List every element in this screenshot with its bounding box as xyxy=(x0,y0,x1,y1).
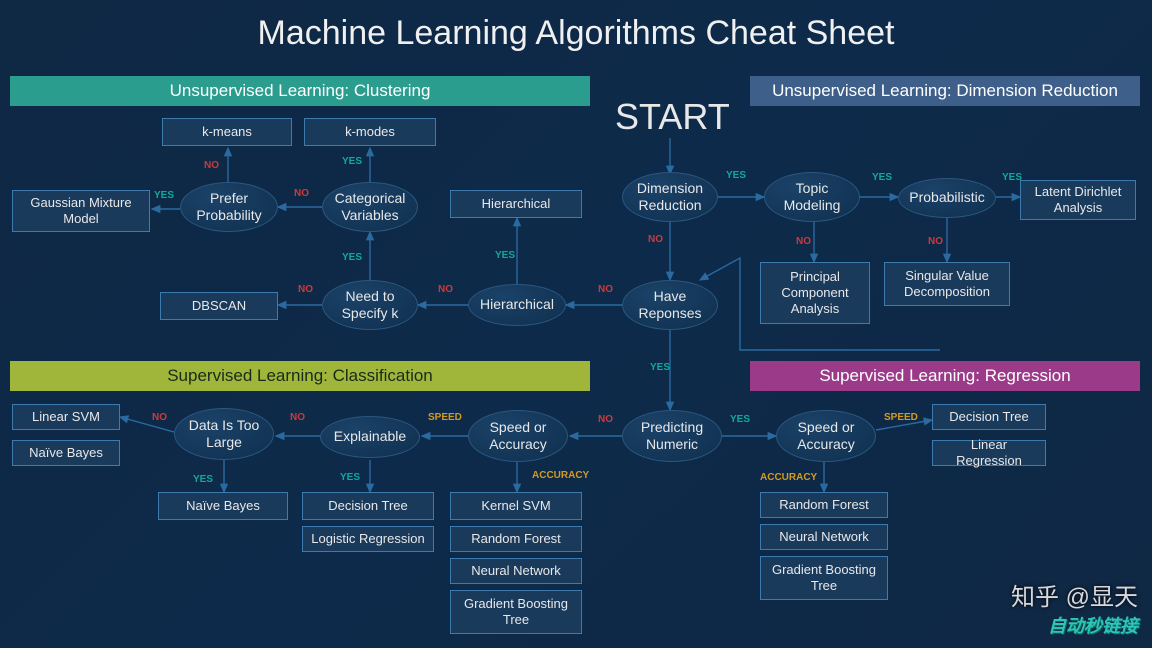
label-yes: YES xyxy=(726,170,746,181)
box-decision-tree-r: Decision Tree xyxy=(932,404,1046,430)
label-yes: YES xyxy=(342,156,362,167)
label-speed: SPEED xyxy=(884,412,918,423)
label-no: NO xyxy=(438,284,453,295)
watermark-secondary: 自动秒链接 xyxy=(1048,612,1138,638)
label-yes: YES xyxy=(872,172,892,183)
label-yes: YES xyxy=(340,472,360,483)
header-classification: Supervised Learning: Classification xyxy=(10,361,590,391)
box-lda: Latent Dirichlet Analysis xyxy=(1020,180,1136,220)
label-no: NO xyxy=(294,188,309,199)
label-accuracy: ACCURACY xyxy=(532,470,589,481)
box-dbscan: DBSCAN xyxy=(160,292,278,320)
box-naive-bayes-2: Naïve Bayes xyxy=(158,492,288,520)
label-no: NO xyxy=(796,236,811,247)
watermark: 知乎 @显天 xyxy=(1011,577,1138,612)
header-clustering: Unsupervised Learning: Clustering xyxy=(10,76,590,106)
decision-speed-accuracy-left: Speed or Accuracy xyxy=(468,410,568,462)
label-no: NO xyxy=(204,160,219,171)
box-decision-tree-l: Decision Tree xyxy=(302,492,434,520)
box-neural-network-l: Neural Network xyxy=(450,558,582,584)
label-no: NO xyxy=(290,412,305,423)
label-no: NO xyxy=(928,236,943,247)
box-kmeans: k-means xyxy=(162,118,292,146)
label-no: NO xyxy=(598,414,613,425)
decision-data-too-large: Data Is Too Large xyxy=(174,408,274,460)
box-hierarchical: Hierarchical xyxy=(450,190,582,218)
label-no: NO xyxy=(598,284,613,295)
label-yes: YES xyxy=(650,362,670,373)
decision-probabilistic: Probabilistic xyxy=(898,178,996,218)
box-pca: Principal Component Analysis xyxy=(760,262,870,324)
label-yes: YES xyxy=(730,414,750,425)
box-linear-svm: Linear SVM xyxy=(12,404,120,430)
box-naive-bayes-1: Naïve Bayes xyxy=(12,440,120,466)
box-kernel-svm: Kernel SVM xyxy=(450,492,582,520)
decision-categorical-variables: Categorical Variables xyxy=(322,182,418,232)
decision-hierarchical: Hierarchical xyxy=(468,284,566,326)
label-yes: YES xyxy=(342,252,362,263)
header-dimred: Unsupervised Learning: Dimension Reducti… xyxy=(750,76,1140,106)
decision-speed-accuracy-right: Speed or Accuracy xyxy=(776,410,876,462)
box-gmm: Gaussian Mixture Model xyxy=(12,190,150,232)
label-no: NO xyxy=(648,234,663,245)
label-yes: YES xyxy=(495,250,515,261)
label-speed: SPEED xyxy=(428,412,462,423)
box-kmodes: k-modes xyxy=(304,118,436,146)
decision-explainable: Explainable xyxy=(320,416,420,458)
decision-prefer-probability: Prefer Probability xyxy=(180,182,278,232)
box-linear-regression: Linear Regression xyxy=(932,440,1046,466)
decision-have-responses: Have Reponses xyxy=(622,280,718,330)
label-accuracy: ACCURACY xyxy=(760,472,817,483)
box-random-forest-l: Random Forest xyxy=(450,526,582,552)
box-logistic-regression: Logistic Regression xyxy=(302,526,434,552)
box-gbt-l: Gradient Boosting Tree xyxy=(450,590,582,634)
label-yes: YES xyxy=(193,474,213,485)
label-yes: YES xyxy=(154,190,174,201)
decision-need-k: Need to Specify k xyxy=(322,280,418,330)
label-yes: YES xyxy=(1002,172,1022,183)
box-random-forest-r: Random Forest xyxy=(760,492,888,518)
header-regression: Supervised Learning: Regression xyxy=(750,361,1140,391)
decision-predicting-numeric: Predicting Numeric xyxy=(622,410,722,462)
decision-dimension-reduction: Dimension Reduction xyxy=(622,172,718,222)
box-neural-network-r: Neural Network xyxy=(760,524,888,550)
label-no: NO xyxy=(152,412,167,423)
label-no: NO xyxy=(298,284,313,295)
start-label: START xyxy=(615,96,730,138)
box-svd: Singular Value Decomposition xyxy=(884,262,1010,306)
decision-topic-modeling: Topic Modeling xyxy=(764,172,860,222)
page-title: Machine Learning Algorithms Cheat Sheet xyxy=(0,14,1152,53)
box-gbt-r: Gradient Boosting Tree xyxy=(760,556,888,600)
